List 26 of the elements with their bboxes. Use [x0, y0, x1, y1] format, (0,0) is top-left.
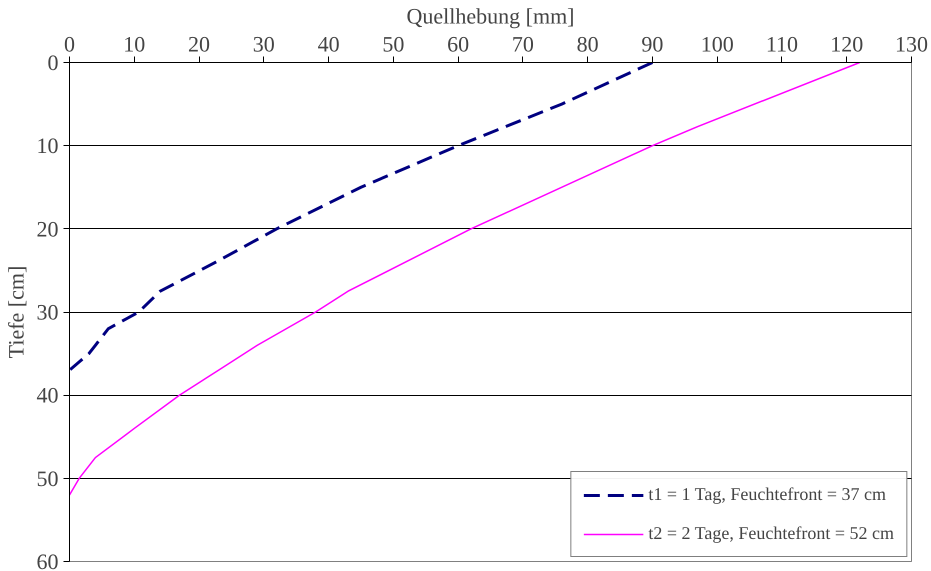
x-tick-label: 10 — [123, 32, 146, 56]
x-tick-label: 80 — [576, 32, 599, 56]
x-tick-label: 90 — [641, 32, 664, 56]
legend-label: t2 = 2 Tage, Feuchtefront = 52 cm — [648, 523, 894, 544]
x-tick-label: 100 — [700, 32, 734, 56]
x-tick-label: 110 — [766, 32, 798, 56]
x-axis-title: Quellhebung [mm] — [406, 4, 575, 28]
y-tick-label: 30 — [36, 300, 58, 324]
y-axis-title: Tiefe [cm] — [4, 266, 28, 358]
y-tick-label: 20 — [36, 216, 58, 242]
x-tick-label: 30 — [252, 32, 275, 56]
y-tick-label: 60 — [36, 549, 58, 571]
x-tick-label: 40 — [318, 32, 340, 56]
y-tick-label: 10 — [36, 133, 58, 158]
y-tick-label: 50 — [36, 466, 58, 491]
x-tick-label: 0 — [64, 32, 75, 56]
x-tick-label: 50 — [382, 32, 404, 56]
x-tick-label: 130 — [895, 32, 928, 56]
line-series — [70, 62, 654, 372]
legend-label: t1 = 1 Tag, Feuchtefront = 37 cm — [648, 484, 886, 505]
x-tick-label: 120 — [830, 32, 864, 56]
y-tick-label: 40 — [36, 382, 58, 408]
x-tick-label: 20 — [188, 32, 210, 56]
x-tick-label: 60 — [447, 32, 470, 56]
x-tick-label: 70 — [512, 32, 534, 56]
y-tick-label: 0 — [48, 50, 58, 75]
